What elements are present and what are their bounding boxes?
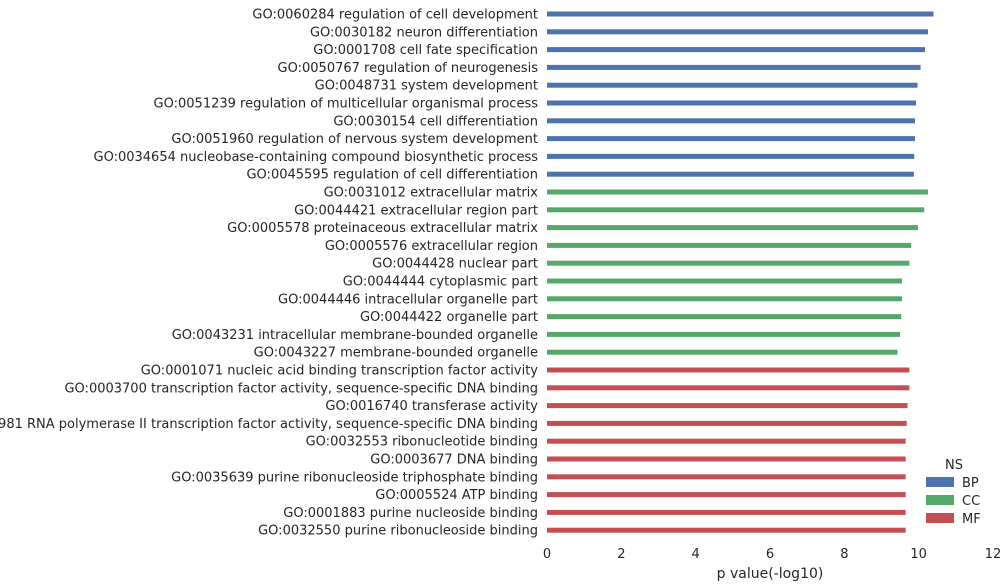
bar-mf-24 bbox=[547, 438, 906, 444]
bar-cc-18 bbox=[547, 331, 901, 337]
category-label: GO:0032553 ribonucleotide binding bbox=[306, 435, 538, 450]
legend-swatch-mf bbox=[926, 513, 954, 523]
x-tick-label: 0 bbox=[543, 547, 551, 562]
category-label: GO:0001883 purine nucleoside binding bbox=[283, 506, 538, 521]
bar-bp-2 bbox=[547, 47, 925, 53]
category-label: GO:0035639 purine ribonucleoside triphos… bbox=[171, 470, 538, 485]
category-label: GO:0051960 regulation of nervous system … bbox=[171, 132, 538, 147]
category-label: GO:0031012 extracellular matrix bbox=[324, 186, 539, 201]
bar-bp-9 bbox=[547, 171, 914, 177]
category-label: GO:0030182 neuron differentiation bbox=[310, 25, 538, 40]
bar-bp-1 bbox=[547, 29, 928, 35]
category-labels-group: GO:0060284 regulation of cell developmen… bbox=[0, 8, 538, 539]
category-label: GO:0003677 DNA binding bbox=[370, 453, 538, 468]
category-label: GO:0005576 extracellular region bbox=[325, 239, 538, 254]
bar-mf-22 bbox=[547, 403, 908, 409]
category-label: GO:0051239 regulation of multicellular o… bbox=[154, 97, 539, 112]
x-tick-label: 10 bbox=[910, 547, 927, 562]
bar-bp-0 bbox=[547, 11, 934, 17]
bar-bp-3 bbox=[547, 64, 921, 70]
bar-mf-21 bbox=[547, 385, 910, 391]
bar-cc-16 bbox=[547, 296, 902, 302]
legend: NS BP CC MF bbox=[926, 458, 981, 527]
category-label: GO:0003700 transcription factor activity… bbox=[64, 381, 538, 396]
bar-cc-13 bbox=[547, 242, 912, 248]
bar-bp-7 bbox=[547, 136, 915, 142]
category-label: GO:0044422 organelle part bbox=[360, 310, 538, 325]
legend-label-bp: BP bbox=[962, 476, 979, 491]
category-label: GO:0005524 ATP binding bbox=[375, 488, 538, 503]
bar-bp-8 bbox=[547, 153, 915, 159]
x-tick-label: 12 bbox=[985, 547, 1002, 562]
bar-mf-28 bbox=[547, 509, 906, 515]
category-label: GO:0043231 intracellular membrane-bounde… bbox=[172, 328, 538, 343]
category-label: GO:0044428 nuclear part bbox=[372, 257, 538, 272]
bar-mf-27 bbox=[547, 492, 906, 498]
category-label: GO:0005578 proteinaceous extracellular m… bbox=[227, 221, 538, 236]
bar-mf-29 bbox=[547, 527, 906, 533]
bar-cc-17 bbox=[547, 314, 902, 320]
category-label: GO:0000981 RNA polymerase II transcripti… bbox=[0, 417, 538, 432]
x-tick-label: 8 bbox=[840, 547, 848, 562]
bar-mf-25 bbox=[547, 456, 906, 462]
bar-cc-15 bbox=[547, 278, 902, 284]
category-label: GO:0032550 purine ribonucleoside binding bbox=[258, 524, 538, 539]
category-label: GO:0060284 regulation of cell developmen… bbox=[252, 8, 538, 23]
x-tick-labels-group: 0 2 4 6 8 10 12 bbox=[543, 547, 1001, 562]
category-label: GO:0016740 transferase activity bbox=[325, 399, 538, 414]
bar-cc-19 bbox=[547, 349, 898, 355]
x-tick-label: 2 bbox=[617, 547, 625, 562]
x-axis-label: p value(-log10) bbox=[717, 566, 824, 582]
bar-bp-5 bbox=[547, 100, 917, 106]
legend-label-mf: MF bbox=[962, 512, 981, 527]
category-label: GO:0045595 regulation of cell differenti… bbox=[246, 168, 538, 183]
bar-bp-6 bbox=[547, 118, 915, 124]
bars-group bbox=[547, 11, 934, 533]
bar-cc-10 bbox=[547, 189, 928, 195]
category-label: GO:0001071 nucleic acid binding transcri… bbox=[141, 364, 539, 379]
bar-mf-23 bbox=[547, 420, 907, 426]
legend-label-cc: CC bbox=[962, 494, 980, 509]
category-label: GO:0044444 cytoplasmic part bbox=[343, 275, 538, 290]
bar-mf-26 bbox=[547, 474, 906, 480]
category-label: GO:0043227 membrane-bounded organelle bbox=[254, 346, 538, 361]
legend-swatch-cc bbox=[926, 495, 954, 505]
bar-cc-11 bbox=[547, 207, 925, 213]
category-label: GO:0050767 regulation of neurogenesis bbox=[278, 61, 539, 76]
legend-title: NS bbox=[945, 458, 963, 473]
category-label: GO:0048731 system development bbox=[315, 79, 538, 94]
category-label: GO:0001708 cell fate specification bbox=[313, 43, 538, 58]
bar-bp-4 bbox=[547, 82, 918, 88]
x-tick-label: 4 bbox=[692, 547, 700, 562]
bar-cc-14 bbox=[547, 260, 910, 266]
category-label: GO:0044446 intracellular organelle part bbox=[278, 292, 538, 307]
bar-mf-20 bbox=[547, 367, 910, 373]
category-label: GO:0030154 cell differentiation bbox=[333, 114, 538, 129]
x-tick-label: 6 bbox=[766, 547, 774, 562]
bar-cc-12 bbox=[547, 225, 918, 231]
category-label: GO:0034654 nucleobase-containing compoun… bbox=[94, 150, 539, 165]
legend-swatch-bp bbox=[926, 477, 954, 487]
category-label: GO:0044421 extracellular region part bbox=[294, 203, 538, 218]
